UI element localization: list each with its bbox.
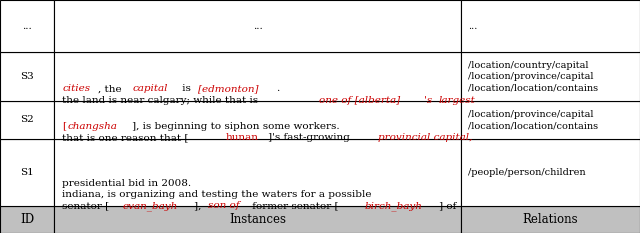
Text: Relations: Relations — [523, 213, 578, 226]
Text: /location/location/contains: /location/location/contains — [468, 121, 598, 130]
Text: cities: cities — [62, 84, 90, 93]
Text: one of [alberta]: one of [alberta] — [319, 96, 401, 105]
Text: indiana, is organizing and testing the waters for a possible: indiana, is organizing and testing the w… — [62, 190, 372, 199]
Text: S2: S2 — [20, 116, 34, 124]
Text: S3: S3 — [20, 72, 34, 81]
Bar — [54, 0, 461, 52]
Text: ]'s fast-growing: ]'s fast-growing — [268, 133, 353, 142]
Text: the land is near calgary; while that is: the land is near calgary; while that is — [62, 96, 262, 105]
Bar — [54, 52, 461, 101]
Text: /location/location/contains: /location/location/contains — [468, 84, 598, 93]
Text: former senator [: former senator [ — [249, 201, 339, 210]
Text: ...: ... — [253, 22, 262, 31]
Bar — [461, 139, 640, 206]
Bar — [0, 206, 54, 233]
Text: hunan: hunan — [225, 133, 259, 142]
Text: ] of: ] of — [439, 201, 456, 210]
Bar — [54, 101, 461, 139]
Text: ...: ... — [468, 22, 478, 31]
Bar — [0, 101, 54, 139]
Bar — [0, 139, 54, 206]
Text: changsha: changsha — [67, 122, 117, 131]
Bar — [0, 0, 54, 52]
Text: /people/person/children: /people/person/children — [468, 168, 586, 177]
Text: /location/country/capital: /location/country/capital — [468, 61, 589, 70]
Text: /location/province/capital: /location/province/capital — [468, 72, 594, 81]
Bar — [54, 206, 461, 233]
Text: /location/province/capital: /location/province/capital — [468, 110, 594, 119]
Text: presidential bid in 2008.: presidential bid in 2008. — [62, 179, 191, 188]
Text: S1: S1 — [20, 168, 34, 177]
Text: , the: , the — [99, 84, 125, 93]
Bar — [461, 206, 640, 233]
Bar — [461, 52, 640, 101]
Text: ...: ... — [22, 22, 32, 31]
Text: provincial capital,: provincial capital, — [378, 133, 472, 142]
Bar — [54, 139, 461, 206]
Text: son of: son of — [208, 201, 239, 210]
Text: birch_bayh: birch_bayh — [365, 201, 422, 211]
Text: ], is beginning to siphon some workers.: ], is beginning to siphon some workers. — [132, 122, 339, 131]
Text: largest: largest — [439, 96, 476, 105]
Bar — [0, 52, 54, 101]
Text: ID: ID — [20, 213, 35, 226]
Text: is: is — [179, 84, 194, 93]
Bar — [461, 0, 640, 52]
Text: that is one reason that [: that is one reason that [ — [62, 133, 189, 142]
Text: [edmonton]: [edmonton] — [198, 84, 259, 93]
Text: capital: capital — [133, 84, 168, 93]
Text: Instances: Instances — [229, 213, 286, 226]
Text: senator [: senator [ — [62, 201, 109, 210]
Bar — [461, 101, 640, 139]
Text: [: [ — [62, 122, 66, 131]
Text: .: . — [276, 84, 280, 93]
Text: ],: ], — [195, 201, 205, 210]
Text: evan_bayh: evan_bayh — [123, 201, 179, 211]
Text: 's: 's — [424, 96, 435, 105]
